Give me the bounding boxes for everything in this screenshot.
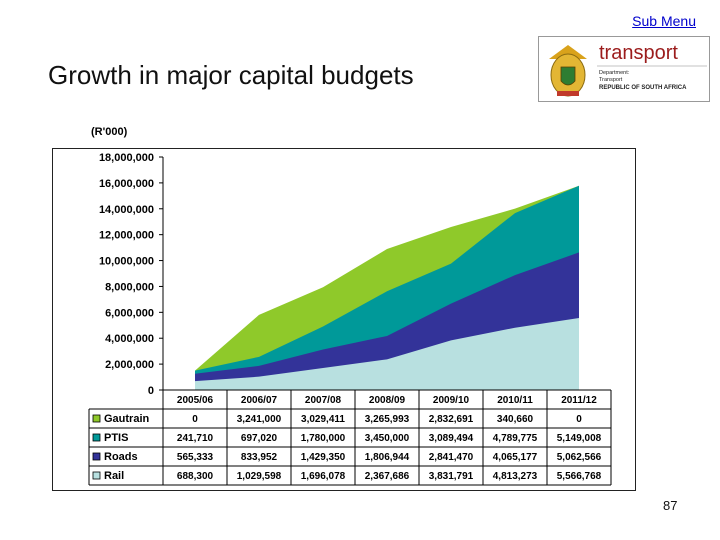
y-tick-label: 4,000,000: [105, 333, 154, 345]
y-tick-label: 14,000,000: [99, 204, 154, 216]
data-label: 4,813,273: [493, 471, 538, 482]
data-label: 3,831,791: [429, 471, 474, 482]
data-label: 2,367,686: [365, 471, 410, 482]
data-label: 4,789,775: [493, 433, 538, 444]
coat-of-arms-icon: [549, 45, 587, 97]
data-label: 2,841,470: [429, 452, 474, 463]
data-label: 241,710: [177, 433, 214, 444]
data-label: 565,333: [177, 452, 214, 463]
data-label: 3,265,993: [365, 414, 410, 425]
logo-country-text: REPUBLIC OF SOUTH AFRICA: [599, 85, 687, 91]
logo-brand-text: transport: [599, 42, 678, 64]
y-tick-label: 10,000,000: [99, 256, 154, 268]
data-label: 2,832,691: [429, 414, 474, 425]
data-label: 5,149,008: [557, 433, 602, 444]
data-label: 0: [576, 414, 582, 425]
unit-label: (R'000): [91, 126, 128, 138]
logo-transport-text: Transport: [599, 77, 623, 83]
data-label: 833,952: [241, 452, 278, 463]
coat-of-arms-icon: transport Department: Transport REPUBLIC…: [549, 42, 707, 97]
data-label: 1,696,078: [301, 471, 346, 482]
data-label: 3,089,494: [429, 433, 474, 444]
y-tick-label: 8,000,000: [105, 281, 154, 293]
data-label: 3,029,411: [301, 414, 345, 425]
y-tick-label: 16,000,000: [99, 178, 154, 190]
x-category-label: 2006/07: [241, 395, 278, 406]
y-tick-label: 12,000,000: [99, 230, 154, 242]
x-category-label: 2009/10: [433, 395, 470, 406]
legend-swatch: [92, 414, 101, 423]
data-label: 1,429,350: [301, 452, 346, 463]
y-tick-label: 2,000,000: [105, 359, 154, 371]
legend-label: PTIS: [104, 432, 128, 444]
data-label: 5,566,768: [557, 471, 602, 482]
data-label: 1,806,944: [365, 452, 410, 463]
legend-swatch: [92, 433, 101, 442]
page-number: 87: [663, 498, 678, 513]
chart-frame: 0 2,000,000 4,000,000 6,000,000 8,000,000 10,…: [52, 148, 636, 491]
x-category-label: 2011/12: [561, 395, 597, 406]
data-label: 688,300: [177, 471, 214, 482]
data-label: 3,241,000: [237, 414, 282, 425]
x-category-label: 2010/11: [497, 395, 533, 406]
x-category-label: 2008/09: [369, 395, 406, 406]
data-label: 697,020: [241, 433, 278, 444]
data-label: 5,062,566: [557, 452, 602, 463]
data-label: 4,065,177: [493, 452, 538, 463]
y-tick-label: 6,000,000: [105, 307, 154, 319]
x-category-label: 2005/06: [177, 395, 214, 406]
data-label: 0: [192, 414, 198, 425]
legend-label: Rail: [104, 470, 124, 482]
data-label: 1,029,598: [237, 471, 282, 482]
area-series-rail: [195, 317, 579, 390]
legend-label: Gautrain: [104, 413, 150, 425]
x-category-label: 2007/08: [305, 395, 342, 406]
stacked-area-chart: 0 2,000,000 4,000,000 6,000,000 8,000,000 10,…: [88, 152, 612, 486]
legend-swatch: [92, 452, 101, 461]
logo-department-text: Department:: [599, 70, 630, 76]
data-label: 340,660: [497, 414, 534, 425]
y-tick-label: 0: [148, 385, 154, 397]
y-tick-label: 18,000,000: [99, 152, 154, 164]
legend-swatch: [92, 471, 101, 480]
transport-logo: transport Department: Transport REPUBLIC…: [538, 36, 710, 102]
data-label: 1,780,000: [301, 433, 346, 444]
page-title: Growth in major capital budgets: [48, 60, 414, 90]
sub-menu-link[interactable]: Sub Menu: [632, 13, 696, 29]
data-label: 3,450,000: [365, 433, 410, 444]
legend-label: Roads: [104, 451, 138, 463]
